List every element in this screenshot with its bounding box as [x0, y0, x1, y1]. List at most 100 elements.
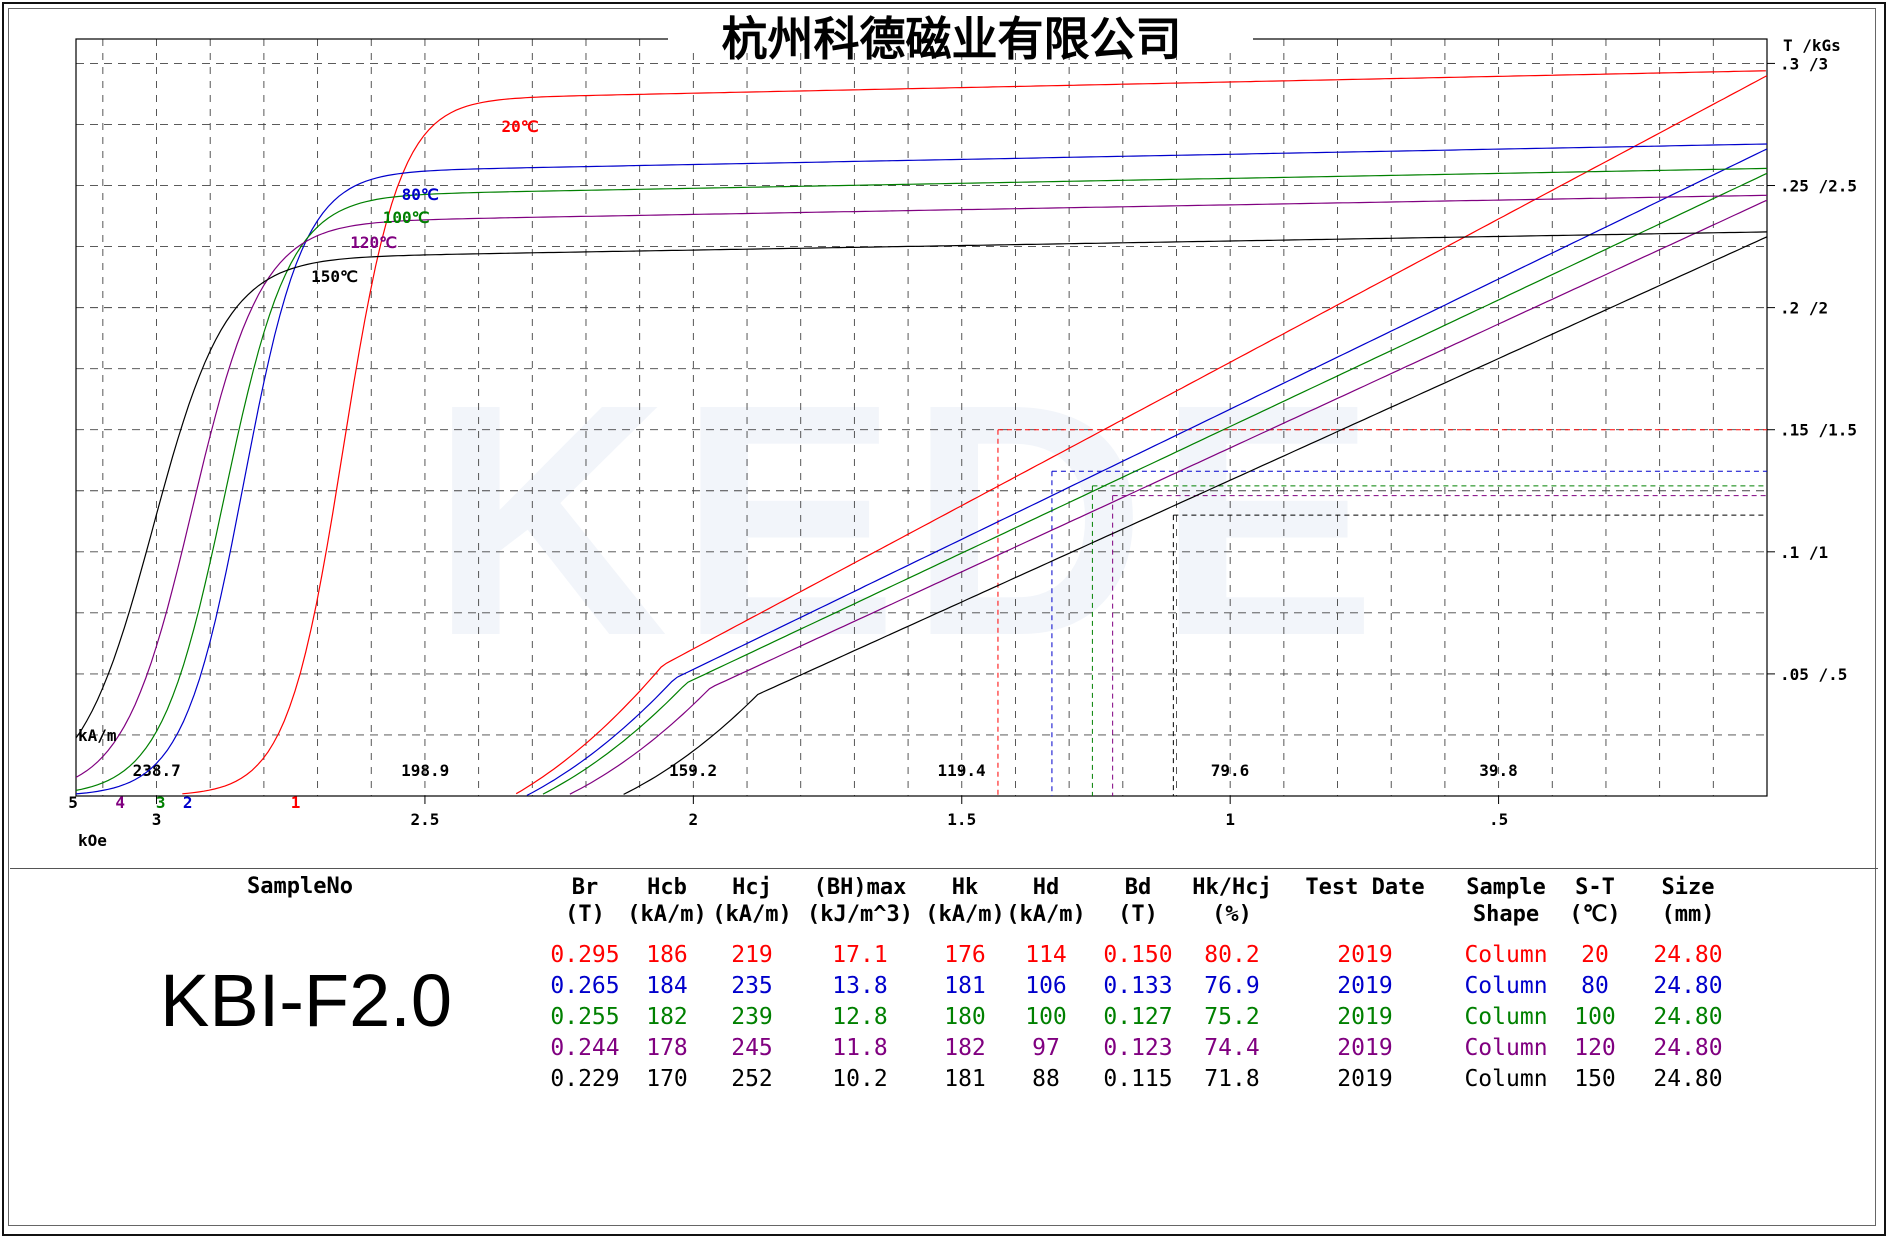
- column-header-name: (BH)max: [813, 875, 907, 900]
- column-header: Bd (T): [1058, 874, 1218, 928]
- x-tick-label-kam: 79.6: [1211, 761, 1250, 780]
- column-header-unit: (T): [565, 902, 605, 927]
- table-cell: 0.244: [550, 1035, 620, 1061]
- table-divider: [10, 868, 1878, 869]
- series-label: 20℃: [502, 117, 539, 136]
- table-cell: 0.255: [550, 1004, 620, 1030]
- table-cell: 100: [1025, 1004, 1067, 1030]
- table-cell: Column: [1464, 1066, 1548, 1092]
- column-header-unit: (kA/m): [712, 902, 792, 927]
- x-tick-label-koe: 3: [152, 810, 162, 829]
- table-cell: 20: [1581, 942, 1609, 968]
- column-header-unit: Shape: [1472, 902, 1540, 927]
- y-tick-label: .15 /1.5: [1780, 421, 1857, 440]
- series-marker-number: 1: [291, 793, 301, 812]
- y-tick-label: .1 /1: [1780, 543, 1828, 562]
- table-cell: 235: [731, 973, 773, 999]
- table-cell: 186: [646, 942, 688, 968]
- table-cell: 88: [1032, 1066, 1060, 1092]
- table-cell: Column: [1464, 1035, 1548, 1061]
- table-cell: 2019: [1337, 1004, 1393, 1030]
- table-cell: 178: [646, 1035, 688, 1061]
- table-cell: 181: [944, 1066, 986, 1092]
- table-cell: 181: [944, 973, 986, 999]
- table-cell: 114: [1025, 942, 1067, 968]
- column-header-name: Hk/Hcj: [1192, 875, 1272, 900]
- x-tick-label-koe: 2: [689, 810, 699, 829]
- table-cell: 176: [944, 942, 986, 968]
- table-cell: 74.4: [1204, 1035, 1260, 1061]
- x-tick-label-koe: 1.5: [947, 810, 976, 829]
- x-tick-label-kam: 159.2: [669, 761, 717, 780]
- table-cell: 182: [646, 1004, 688, 1030]
- x-tick-label-koe: .5: [1489, 810, 1508, 829]
- intrinsic-curve-series: [75, 231, 1768, 739]
- column-header: Hcb (kA/m): [587, 874, 747, 928]
- column-header-unit: (kJ/m^3): [807, 902, 913, 927]
- table-cell: 12.8: [832, 1004, 888, 1030]
- table-cell: 0.115: [1103, 1066, 1173, 1092]
- series-label: 120℃: [350, 233, 397, 252]
- column-header-name: Hcb: [647, 875, 687, 900]
- x-axis-unit-kam: kA/m: [78, 726, 117, 745]
- chart-title: 杭州科德磁业有限公司: [722, 12, 1182, 66]
- table-cell: 2019: [1337, 942, 1393, 968]
- series-marker-number: 2: [183, 793, 193, 812]
- column-header: Hd (kA/m): [966, 874, 1126, 928]
- x-tick-label-kam: 198.9: [401, 761, 449, 780]
- table-cell: 252: [731, 1066, 773, 1092]
- y-axis-unit: T /kGs: [1783, 36, 1841, 55]
- column-header: (BH)max (kJ/m^3): [780, 874, 940, 928]
- chart-grid: [76, 39, 1767, 796]
- table-cell: 2019: [1337, 973, 1393, 999]
- column-header: Sample Shape: [1426, 874, 1586, 928]
- y-tick-label: .25 /2.5: [1780, 177, 1857, 196]
- column-header-unit: (mm): [1661, 902, 1715, 927]
- column-header-name: S-T: [1575, 875, 1615, 900]
- table-cell: Column: [1464, 973, 1548, 999]
- series-label: 150℃: [311, 267, 358, 286]
- table-cell: 0.229: [550, 1066, 620, 1092]
- table-cell: 0.127: [1103, 1004, 1173, 1030]
- x-tick-label-kam: 39.8: [1479, 761, 1518, 780]
- column-header-name: Size: [1661, 875, 1715, 900]
- y-tick-label: .3 /3: [1780, 54, 1828, 73]
- column-header-name: Hd: [1032, 875, 1060, 900]
- y-tick-label: .05 /.5: [1780, 665, 1847, 684]
- table-cell: 0.265: [550, 973, 620, 999]
- table-cell: 10.2: [832, 1066, 888, 1092]
- x-tick-label-koe: 2.5: [410, 810, 439, 829]
- normal-curve-series: [515, 75, 1768, 795]
- table-cell: 11.8: [832, 1035, 888, 1061]
- x-tick-label-kam: 119.4: [937, 761, 985, 780]
- column-header-name: Sample: [1466, 875, 1546, 900]
- table-cell: 182: [944, 1035, 986, 1061]
- table-cell: 24.80: [1653, 942, 1723, 968]
- intrinsic-curve-series: [182, 70, 1766, 795]
- table-cell: Column: [1464, 1004, 1548, 1030]
- column-header: Size (mm): [1608, 874, 1768, 928]
- table-cell: 170: [646, 1066, 688, 1092]
- column-header-unit: (℃): [1569, 902, 1621, 927]
- column-header: Br (T): [505, 874, 665, 928]
- table-cell: 245: [731, 1035, 773, 1061]
- table-cell: 120: [1574, 1035, 1616, 1061]
- table-cell: 100: [1574, 1004, 1616, 1030]
- column-header-unit: (%): [1212, 902, 1252, 927]
- normal-curve-series: [526, 148, 1768, 796]
- column-header-name: Hcj: [732, 875, 772, 900]
- series-label: 100℃: [383, 208, 430, 227]
- table-cell: 24.80: [1653, 1035, 1723, 1061]
- chart-curves: [75, 70, 1768, 796]
- intrinsic-curve-series: [75, 194, 1768, 778]
- column-header-unit: (kA/m): [627, 902, 707, 927]
- table-cell: 180: [944, 1004, 986, 1030]
- table-cell: 0.133: [1103, 973, 1173, 999]
- column-header-name: Bd: [1124, 875, 1152, 900]
- title-background: [668, 35, 1253, 47]
- column-header-name: Test Date: [1305, 875, 1425, 900]
- table-cell: 0.295: [550, 942, 620, 968]
- column-header: Test Date: [1285, 874, 1445, 901]
- x-tick-label-kam: 238.7: [133, 761, 181, 780]
- y-tick-label: .2 /2: [1780, 299, 1828, 318]
